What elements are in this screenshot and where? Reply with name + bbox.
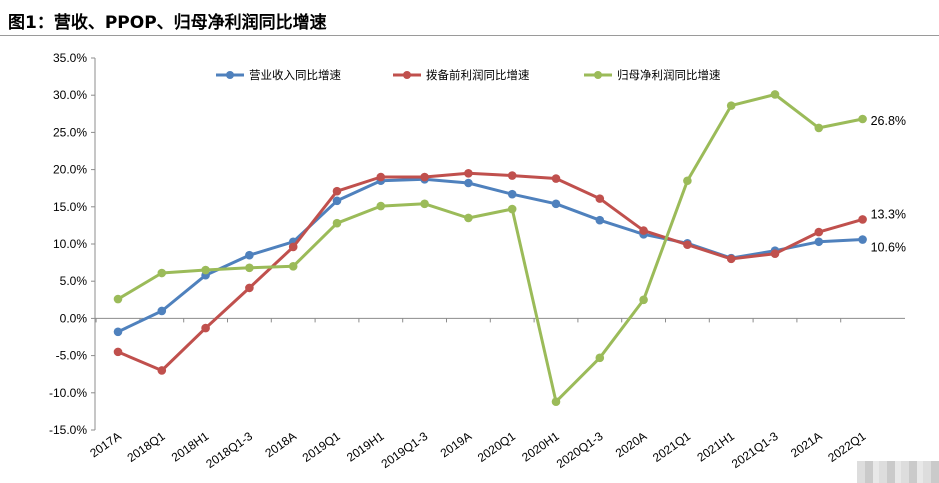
x-tick-label: 2018Q1: [125, 429, 168, 465]
data-point: [420, 172, 429, 182]
y-tick-label: 10.0%: [53, 237, 87, 251]
data-point: [507, 204, 517, 214]
y-tick-label: -15.0%: [49, 423, 87, 437]
data-point: [507, 189, 517, 199]
end-value-label: 26.8%: [871, 114, 906, 128]
x-tick-label: 2019Q1: [300, 429, 343, 465]
data-point: [858, 215, 867, 224]
data-point: [464, 169, 473, 178]
x-tick-label: 2019Q1-3: [379, 429, 431, 471]
x-tick-label: 2021Q1: [650, 429, 693, 465]
legend-label: 营业收入同比增速: [249, 68, 341, 82]
data-point: [683, 240, 692, 250]
end-labels: 10.6% 13.3% 26.8%: [871, 114, 906, 255]
y-tick-label: 35.0%: [53, 51, 87, 65]
data-point: [814, 237, 824, 247]
legend-marker: [226, 71, 234, 79]
x-tick-label: 2017A: [87, 429, 123, 460]
data-point: [683, 176, 692, 186]
data-point: [726, 101, 736, 110]
data-point: [814, 123, 824, 133]
data-point: [288, 262, 298, 271]
data-point: [595, 194, 605, 203]
y-tick-label: -5.0%: [56, 349, 88, 363]
data-point: [770, 90, 780, 99]
series-2: [113, 169, 867, 375]
y-tick-label: 30.0%: [53, 88, 87, 102]
legend-item: 归母净利润同比增速: [584, 68, 721, 82]
x-tick-label: 2020Q1-3: [554, 429, 606, 471]
legend-label: 拨备前利润同比增速: [426, 68, 530, 82]
data-point: [639, 295, 648, 305]
data-point: [157, 366, 167, 375]
title-divider: [0, 35, 939, 36]
data-point: [201, 323, 210, 333]
data-point: [595, 215, 605, 225]
series-line: [117, 93, 863, 404]
data-point: [595, 353, 605, 363]
data-point: [113, 327, 123, 337]
x-tick-label: 2020Q1: [475, 429, 518, 465]
x-tick-label: 2021Q1-3: [729, 429, 781, 471]
data-point: [551, 397, 561, 407]
end-value-label: 10.6%: [871, 241, 906, 255]
data-point: [770, 249, 780, 258]
data-point: [245, 250, 254, 260]
data-point: [726, 254, 736, 264]
x-tick-label: 2021A: [788, 429, 824, 460]
chart-title: 图1：营收、PPOP、归母净利润同比增速: [8, 13, 327, 33]
data-point: [157, 306, 167, 316]
x-tick-label: 2018A: [262, 429, 298, 460]
data-point: [639, 226, 648, 235]
y-axis: -15.0% -10.0% -5.0% 0.0% 5.0% 10.0% 15.0% 20.0%…: [49, 51, 96, 437]
y-tick-label: 25.0%: [53, 125, 87, 139]
data-point: [858, 114, 867, 124]
x-tick-label: 2020A: [613, 429, 649, 460]
series-3: [113, 90, 867, 407]
legend-marker: [403, 71, 411, 79]
data-point: [814, 227, 824, 237]
x-tick-label: 2019A: [438, 429, 474, 460]
x-tick-label: 2018Q1-3: [203, 429, 255, 471]
data-point: [551, 174, 561, 183]
end-value-label: 13.3%: [871, 207, 906, 221]
data-point: [113, 347, 123, 357]
data-point: [551, 199, 561, 209]
y-tick-label: 15.0%: [53, 200, 87, 214]
data-point: [376, 201, 386, 211]
data-point: [858, 235, 867, 244]
legend-label: 归母净利润同比增速: [617, 68, 721, 82]
series-line: [117, 171, 864, 372]
legend: 营业收入同比增速 拨备前利润同比增速 归母净利润同比增速: [216, 68, 721, 82]
data-point: [464, 213, 473, 223]
data-point: [113, 294, 123, 304]
data-point: [376, 172, 386, 182]
data-point: [332, 218, 342, 228]
data-point: [288, 242, 298, 252]
legend-item: 营业收入同比增速: [216, 68, 341, 82]
data-point: [332, 196, 342, 206]
x-tick-label: 2022Q1: [825, 429, 868, 465]
data-point: [157, 268, 167, 278]
data-point: [464, 178, 473, 188]
legend-item: 拨备前利润同比增速: [393, 68, 530, 82]
data-point: [245, 283, 254, 293]
data-point: [201, 265, 210, 275]
legend-marker: [594, 71, 602, 79]
series-lines: [113, 90, 867, 407]
data-point: [420, 199, 429, 209]
y-tick-label: 0.0%: [60, 311, 88, 325]
y-tick-label: 20.0%: [53, 163, 87, 177]
data-point: [507, 171, 517, 180]
watermark-blur: [857, 461, 939, 483]
y-tick-label: 5.0%: [60, 274, 88, 288]
data-point: [332, 186, 342, 196]
data-point: [245, 263, 254, 273]
y-tick-label: -10.0%: [49, 386, 87, 400]
